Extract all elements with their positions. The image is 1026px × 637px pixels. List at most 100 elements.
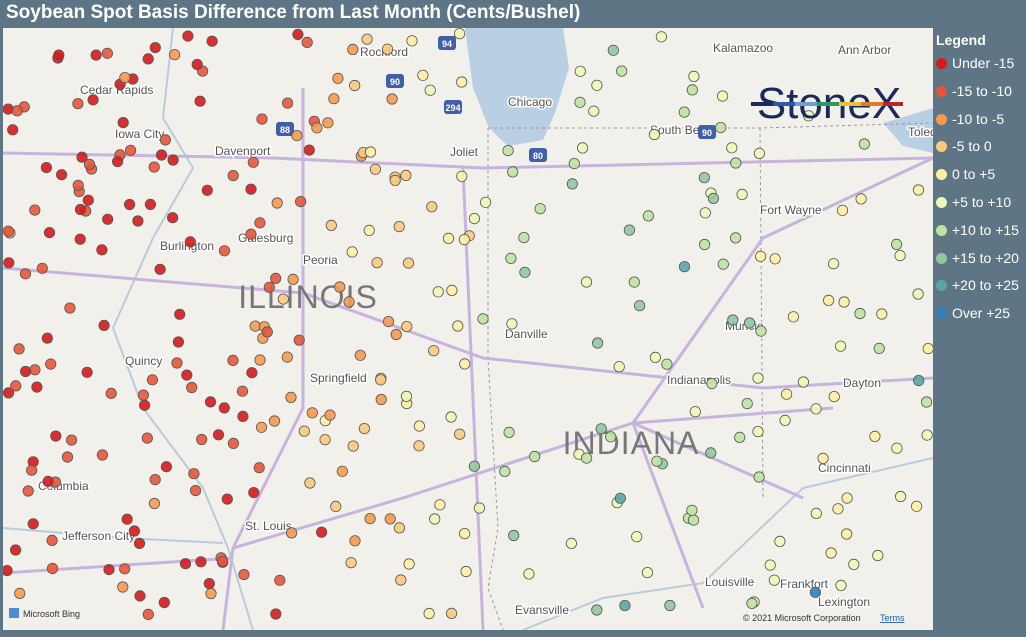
- elevator-dot: [270, 272, 282, 284]
- elevator-dot: [832, 503, 844, 515]
- elevator-dot: [158, 596, 170, 609]
- elevator-dot: [201, 184, 213, 196]
- elevator-dot: [716, 90, 729, 102]
- elevator-dot: [810, 507, 822, 519]
- elevator-dot: [920, 396, 933, 408]
- elevator-dot: [381, 43, 394, 55]
- elevator-dot: [14, 587, 26, 600]
- elevator-dot: [125, 144, 137, 156]
- elevator-dot: [247, 156, 259, 168]
- elevator-dot: [605, 431, 617, 443]
- elevator-dot: [121, 513, 133, 525]
- legend-item: +15 to +20: [936, 248, 1019, 268]
- elevator-dot: [293, 334, 305, 346]
- elevator-dot: [655, 31, 668, 43]
- elevator-dot: [144, 198, 156, 210]
- logo-bar: [751, 102, 903, 106]
- legend-label: +10 to +15: [952, 221, 1019, 238]
- elevator-dot: [753, 147, 766, 160]
- elevator-dot: [218, 402, 230, 414]
- elevator-dot: [139, 399, 151, 411]
- elevator-dot: [45, 358, 57, 370]
- elevator-dot: [595, 423, 607, 435]
- elevator-dot: [268, 415, 281, 427]
- elevator-dot: [809, 586, 822, 598]
- elevator-dot: [261, 326, 273, 338]
- elevator-dot: [277, 293, 289, 305]
- legend-label: 0 to +5: [952, 166, 996, 183]
- legend-item: -5 to 0: [936, 136, 992, 156]
- legend-label: +15 to +20: [952, 249, 1019, 266]
- highway-shield: [529, 148, 547, 162]
- city-label: Evansville: [515, 603, 569, 617]
- elevator-dot: [580, 276, 593, 288]
- elevator-dot: [203, 577, 215, 590]
- elevator-dot: [424, 84, 436, 96]
- terms-link[interactable]: Terms: [880, 613, 905, 623]
- elevator-dot: [413, 440, 425, 452]
- elevator-dot: [678, 106, 690, 118]
- legend-swatch: [936, 141, 947, 153]
- elevator-dot: [167, 154, 179, 166]
- elevator-dot: [641, 566, 654, 579]
- lake-erie: [883, 108, 933, 153]
- elevator-dot: [764, 559, 776, 571]
- city-label: Peoria: [303, 253, 338, 267]
- elevator-dot: [154, 263, 166, 275]
- elevator-dot: [628, 276, 640, 288]
- elevator-dot: [364, 512, 376, 525]
- elevator-dot: [43, 227, 56, 239]
- elevator-dot: [894, 250, 906, 262]
- elevator-dot: [523, 568, 535, 580]
- elevator-dot: [774, 535, 786, 548]
- legend-label: +5 to +10: [952, 194, 1012, 210]
- elevator-dot: [817, 452, 829, 464]
- elevator-dot: [413, 420, 425, 432]
- elevator-dot: [400, 390, 413, 402]
- elevator-dot: [206, 35, 218, 47]
- elevator-dot: [221, 493, 233, 505]
- elevator-dot: [238, 568, 250, 581]
- elevator-dot: [124, 198, 136, 211]
- legend-label: -15 to -10: [952, 82, 1012, 99]
- elevator-dot: [98, 319, 110, 331]
- elevator-dot: [910, 500, 923, 512]
- elevator-dot: [912, 288, 924, 300]
- elevator-dot: [382, 315, 395, 328]
- highway-shield: [438, 36, 456, 50]
- elevator-dot: [298, 425, 310, 437]
- elevator-dot: [607, 44, 619, 56]
- elevator-dot: [287, 273, 299, 285]
- elevator-dot: [254, 217, 266, 229]
- elevator-dot: [754, 250, 767, 262]
- elevator-dot: [133, 537, 146, 550]
- elevator-dot: [7, 124, 19, 136]
- elevator-dot: [768, 574, 780, 586]
- elevator-dot: [285, 527, 298, 539]
- elevator-dot: [349, 535, 361, 547]
- elevator-dot: [838, 296, 850, 308]
- elevator-dot: [507, 166, 519, 178]
- legend-swatch: [936, 85, 947, 97]
- elevator-dot: [446, 284, 458, 296]
- elevator-dot: [40, 162, 53, 174]
- elevator-dot: [779, 414, 791, 426]
- legend-item: 0 to +5: [936, 164, 995, 184]
- city-label: Ann Arbor: [838, 43, 891, 57]
- elevator-dot: [325, 219, 337, 231]
- attribution: Microsoft Bing: [23, 609, 80, 619]
- elevator-dot: [128, 525, 140, 537]
- elevator-dot: [568, 158, 580, 170]
- elevator-dot: [303, 144, 315, 156]
- elevator-dot: [429, 513, 441, 525]
- elevator-dot: [841, 528, 853, 540]
- elevator-dot: [90, 49, 102, 61]
- elevator-dot: [294, 196, 307, 208]
- elevator-dot: [706, 377, 718, 390]
- elevator-dot: [236, 385, 249, 397]
- city-label: Louisville: [705, 575, 755, 589]
- elevator-dot: [505, 252, 517, 264]
- elevator-dot: [174, 308, 186, 320]
- elevator-dot: [502, 145, 514, 157]
- elevator-dot: [306, 407, 318, 419]
